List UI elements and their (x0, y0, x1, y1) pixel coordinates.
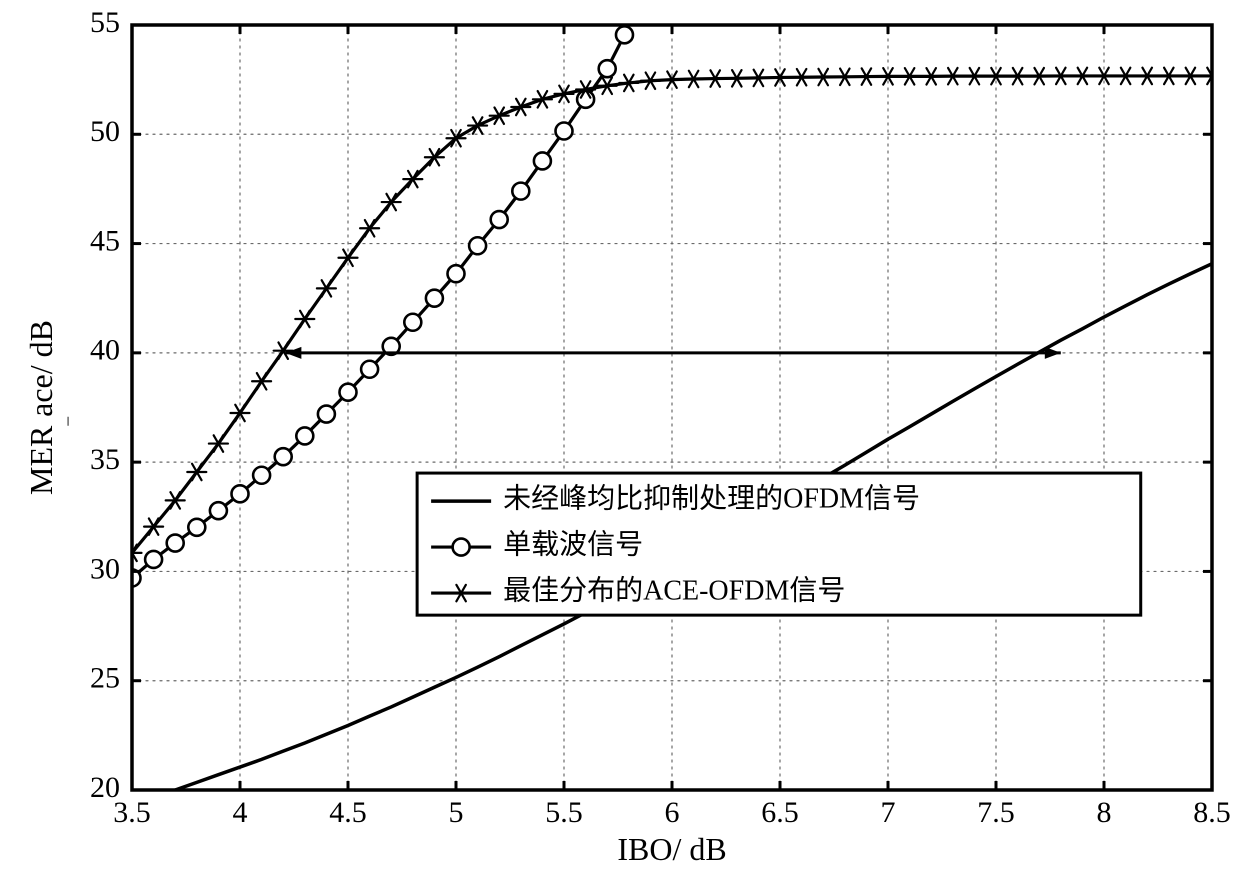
x-tick-label: 7.5 (977, 796, 1015, 829)
legend-label-ace-ofdm-optimal: 最佳分布的ACE-OFDM信号 (503, 574, 845, 606)
chart-svg: 未经峰均比抑制处理的OFDM信号单载波信号最佳分布的ACE-OFDM信号3.54… (0, 0, 1240, 874)
y-axis-label: MER_ace/ dB (23, 320, 70, 495)
x-tick-label: 5 (449, 796, 464, 829)
x-axis-label: IBO/ dB (617, 831, 726, 867)
legend-label-ofdm-unprocessed: 未经峰均比抑制处理的OFDM信号 (503, 482, 920, 514)
x-tick-label: 4 (233, 796, 248, 829)
y-tick-label: 35 (90, 443, 120, 476)
y-tick-label: 55 (90, 6, 120, 39)
x-tick-label: 8 (1097, 796, 1112, 829)
x-tick-label: 5.5 (545, 796, 583, 829)
x-tick-label: 7 (881, 796, 896, 829)
legend: 未经峰均比抑制处理的OFDM信号单载波信号最佳分布的ACE-OFDM信号 (417, 473, 1141, 615)
x-tick-label: 8.5 (1193, 796, 1231, 829)
y-tick-label: 30 (90, 552, 120, 585)
y-tick-label: 25 (90, 662, 120, 695)
x-tick-label: 4.5 (329, 796, 367, 829)
x-tick-label: 6 (665, 796, 680, 829)
x-tick-label: 6.5 (761, 796, 799, 829)
y-tick-label: 45 (90, 224, 120, 257)
mer-vs-ibo-chart: 未经峰均比抑制处理的OFDM信号单载波信号最佳分布的ACE-OFDM信号3.54… (0, 0, 1240, 874)
y-tick-label: 20 (90, 771, 120, 804)
y-tick-label: 50 (90, 115, 120, 148)
y-tick-label: 40 (90, 334, 120, 367)
legend-label-single-carrier: 单载波信号 (503, 528, 643, 560)
svg-text:MER_ace/ dB: MER_ace/ dB (23, 320, 70, 495)
